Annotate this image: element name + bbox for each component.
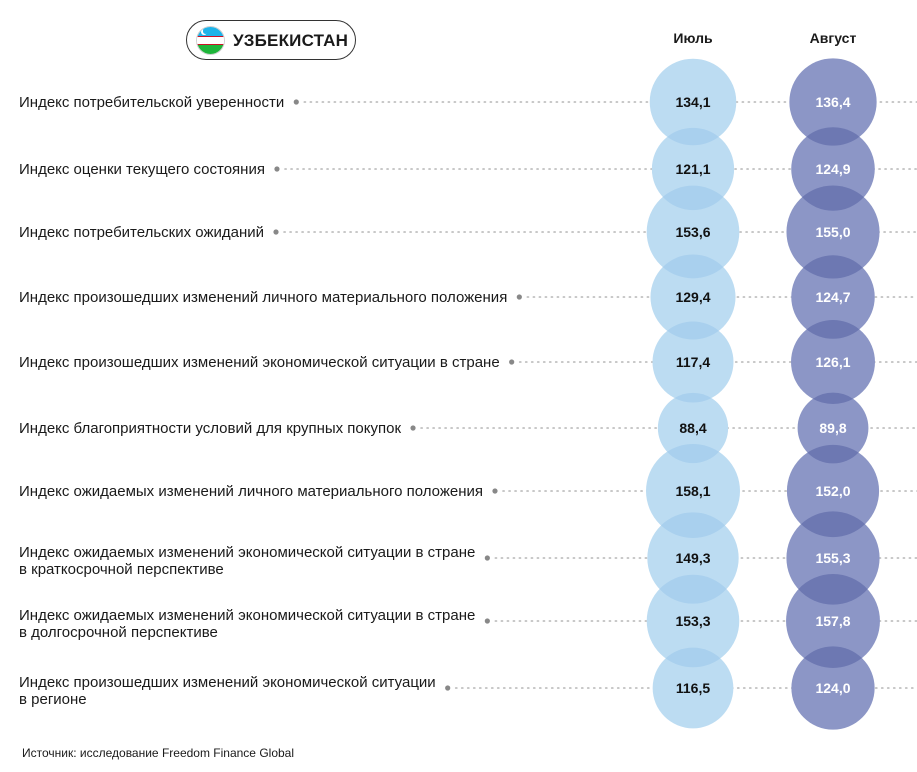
july-value-label-1: 134,1	[675, 94, 710, 110]
leader-marker	[492, 488, 498, 494]
header-august: Август	[810, 30, 857, 46]
july-bubble-overlap	[667, 321, 719, 340]
leader-marker	[293, 99, 299, 105]
july-value-label-8: 149,3	[675, 550, 710, 566]
august-value-label-1: 136,4	[815, 94, 850, 110]
source-note: Источник: исследование Freedom Finance G…	[22, 746, 295, 760]
july-bubble-3	[646, 185, 740, 279]
category-label-line: Индекс ожидаемых изменений личного матер…	[19, 483, 483, 500]
header-july: Июль	[673, 30, 713, 46]
august-value-label-5: 126,1	[815, 354, 850, 370]
july-bubble-overlap	[662, 254, 724, 279]
category-label-line: Индекс благоприятности условий для крупн…	[19, 420, 401, 437]
category-label-10: Индекс произошедших изменений экономичес…	[19, 674, 436, 708]
august-value-label-2: 124,9	[815, 161, 850, 177]
overlap-layer	[659, 127, 868, 668]
category-label-1: Индекс потребительской уверенности	[19, 94, 284, 111]
category-label-line: Индекс ожидаемых изменений экономической…	[19, 607, 475, 624]
category-label-line: в краткосрочной перспективе	[19, 561, 224, 578]
category-label-line: Индекс потребительской уверенности	[19, 94, 284, 111]
july-bubble-overlap	[662, 185, 724, 211]
category-label-9: Индекс ожидаемых изменений экономической…	[19, 607, 475, 641]
august-bubble-7	[786, 444, 880, 538]
july-bubble-10	[652, 647, 734, 729]
july-value-label-2: 121,1	[675, 161, 710, 177]
july-bubble-2	[651, 127, 735, 211]
august-value-label-7: 152,0	[815, 483, 850, 499]
category-label-line: в долгосрочной перспективе	[19, 624, 218, 641]
august-bubble-overlap	[803, 255, 863, 279]
category-label-line: Индекс произошедших изменений экономичес…	[19, 674, 436, 691]
august-bubble-overlap	[798, 574, 868, 605]
category-label-4: Индекс произошедших изменений личного ма…	[19, 289, 507, 306]
august-value-label-10: 124,0	[815, 680, 850, 696]
category-label-line: Индекс потребительских ожиданий	[19, 224, 264, 241]
text-layer: Июль Август Индекс потребительской уверенн…	[19, 30, 856, 708]
leader-marker	[484, 618, 490, 624]
august-bubble-overlap	[812, 392, 854, 404]
august-value-label-6: 89,8	[819, 420, 846, 436]
leader-marker	[445, 685, 451, 691]
category-label-5: Индекс произошедших изменений экономичес…	[19, 354, 500, 371]
country-badge: УЗБЕКИСТАН	[186, 20, 356, 60]
august-value-label-4: 124,7	[815, 289, 850, 305]
july-value-label-9: 153,3	[675, 613, 710, 629]
july-bubble-overlap	[667, 444, 719, 464]
july-bubble-overlap	[667, 127, 719, 146]
july-value-label-6: 88,4	[679, 420, 706, 436]
august-value-label-8: 155,3	[815, 550, 850, 566]
august-bubble-overlap	[806, 320, 860, 339]
leader-marker	[273, 229, 279, 235]
july-bubble-overlap	[665, 647, 721, 668]
category-label-line: Индекс оценки текущего состояния	[19, 161, 265, 178]
july-value-label-3: 153,6	[675, 224, 710, 240]
july-value-label-5: 117,4	[676, 354, 710, 370]
july-bubble-overlap	[659, 574, 727, 604]
august-bubble-3	[786, 185, 880, 279]
august-bubble-overlap	[807, 444, 859, 464]
july-bubble-4	[650, 254, 736, 340]
category-label-line: Индекс произошедших изменений личного ма…	[19, 289, 507, 306]
july-value-label-4: 129,4	[675, 289, 710, 305]
august-bubble-1	[789, 58, 877, 146]
july-bubble-6	[657, 392, 729, 464]
uzbekistan-flag-icon	[197, 27, 224, 54]
july-bubble-overlap	[674, 392, 712, 403]
august-bubble-overlap	[806, 127, 860, 146]
category-label-line: Индекс ожидаемых изменений экономической…	[19, 544, 475, 561]
august-bubble-overlap	[800, 511, 866, 538]
category-label-line: Индекс произошедших изменений экономичес…	[19, 354, 500, 371]
category-label-line: в регионе	[19, 691, 87, 708]
august-value-label-9: 157,8	[815, 613, 850, 629]
category-label-6: Индекс благоприятности условий для крупн…	[19, 420, 401, 437]
august-bubble-4	[791, 255, 875, 339]
leader-marker	[516, 294, 522, 300]
leader-marker	[484, 555, 490, 561]
august-bubble-10	[791, 646, 875, 730]
august-bubble-5	[791, 320, 875, 404]
july-value-label-7: 158,1	[675, 483, 710, 499]
august-value-label-3: 155,0	[815, 224, 850, 240]
leader-marker	[509, 359, 515, 365]
category-label-2: Индекс оценки текущего состояния	[19, 161, 265, 178]
july-bubble-9	[646, 574, 740, 668]
leader-marker	[410, 425, 416, 431]
july-bubble-1	[649, 58, 737, 146]
july-bubble-7	[646, 444, 740, 538]
category-label-3: Индекс потребительских ожиданий	[19, 224, 264, 241]
july-bubble-overlap	[660, 512, 726, 538]
august-bubble-overlap	[804, 646, 862, 668]
country-title: УЗБЕКИСТАН	[233, 31, 349, 50]
category-label-7: Индекс ожидаемых изменений личного матер…	[19, 483, 483, 500]
july-bubble-5	[652, 321, 734, 403]
august-bubble-overlap	[802, 185, 864, 211]
july-value-label-10: 116,5	[676, 680, 710, 696]
leader-marker	[274, 166, 280, 172]
august-bubble-6	[797, 392, 869, 464]
august-bubble-2	[791, 127, 875, 211]
category-label-8: Индекс ожидаемых изменений экономической…	[19, 544, 475, 578]
